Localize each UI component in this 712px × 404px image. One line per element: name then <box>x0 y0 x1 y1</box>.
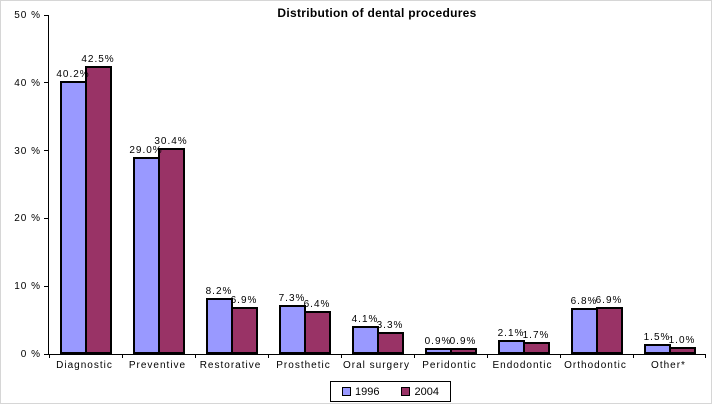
x-axis-tick-9 <box>705 354 706 358</box>
y-axis-label-0: 0 % <box>20 349 41 360</box>
bar-1996-restorative: 8.2% <box>205 286 233 354</box>
category-label-diagnostic: Diagnostic <box>56 360 113 371</box>
category-label-preventive: Preventive <box>128 360 187 371</box>
legend-label-2004: 2004 <box>414 385 439 398</box>
bar-value-label-1996-restorative: 8.2% <box>205 286 233 298</box>
y-axis-tick-50 <box>44 14 49 16</box>
legend: 1996 2004 <box>330 381 451 402</box>
category-label-restorative: Restorative <box>199 360 262 371</box>
bar-group-oral-surgery: 4.1% 3.3% <box>341 15 414 354</box>
bar-2004-endodontic: 1.7% <box>522 330 550 354</box>
bar-group-orthodontic: 6.8% 6.9% <box>560 15 633 354</box>
bar-group-diagnostic: 40.2% 42.5% <box>49 15 122 354</box>
bar-group-preventive: 29.0% 30.4% <box>122 15 195 354</box>
x-axis-tick-8 <box>632 354 634 358</box>
bar-value-label-2004-restorative: 6.9% <box>230 295 258 307</box>
bar-1996-oral-surgery: 4.1% <box>351 314 379 354</box>
category-label-oral-surgery: Oral surgery <box>342 360 410 371</box>
bar-group-other: 1.5% 1.0% <box>633 15 706 354</box>
bar-value-label-2004-peridontic: 0.9% <box>449 335 477 347</box>
legend-item-1996: 1996 <box>342 386 379 398</box>
legend-swatch-1996 <box>342 387 351 396</box>
x-axis-tick-5 <box>414 354 415 358</box>
x-axis-tick-3 <box>267 354 269 358</box>
bar-group-peridontic: 0.9% 0.9% <box>414 15 487 354</box>
bar-2004-preventive: 30.4% <box>154 136 187 354</box>
bar-value-label-1996-diagnostic: 40.2% <box>56 69 90 81</box>
y-axis-tick-30 <box>44 150 49 152</box>
y-axis-label-20: 20 % <box>14 213 41 225</box>
bar-value-label-2004-prosthetic: 6.4% <box>303 298 331 310</box>
plot-area: 40.2% 42.5% 29.0% 30.4% 8.2% 6.9% 7.3% 6.4% 4.1%… <box>14 10 706 360</box>
bar-1996-diagnostic: 40.2% <box>56 69 89 354</box>
bar-2004-prosthetic: 6.4% <box>303 299 331 354</box>
x-axis-tick-4 <box>340 354 342 358</box>
bar-1996-other: 1.5% <box>643 332 671 354</box>
bar-group-restorative: 8.2% 6.9% <box>195 15 268 354</box>
bar-value-label-2004-diagnostic: 42.5% <box>81 53 115 65</box>
category-label-other: Other* <box>651 360 686 371</box>
bar-2004-orthodontic: 6.9% <box>595 295 623 354</box>
y-axis-tick-20 <box>44 217 49 219</box>
bar-value-label-2004-orthodontic: 6.9% <box>595 295 623 307</box>
x-axis-tick-0 <box>49 354 50 358</box>
bar-1996-peridontic: 0.9% <box>424 336 452 354</box>
category-label-orthodontic: Orthodontic <box>564 360 627 371</box>
bar-value-label-2004-endodontic: 1.7% <box>522 330 550 342</box>
bar-value-label-1996-orthodontic: 6.8% <box>570 295 598 307</box>
bar-value-label-2004-oral-surgery: 3.3% <box>376 319 404 331</box>
bar-value-label-1996-oral-surgery: 4.1% <box>351 314 379 326</box>
x-axis-tick-2 <box>194 354 196 358</box>
chart-title: Distribution of dental procedures <box>277 6 477 20</box>
bar-2004-peridontic: 0.9% <box>449 336 477 354</box>
y-axis-tick-40 <box>44 82 49 84</box>
bar-value-label-1996-preventive: 29.0% <box>129 145 163 157</box>
bar-1996-preventive: 29.0% <box>129 145 162 354</box>
bar-value-label-2004-preventive: 30.4% <box>154 135 188 147</box>
category-label-endodontic: Endodontic <box>492 360 553 371</box>
bar-2004-oral-surgery: 3.3% <box>376 320 404 354</box>
bar-group-endodontic: 2.1% 1.7% <box>487 15 560 354</box>
y-axis-tick-10 <box>44 285 49 287</box>
bar-2004-restorative: 6.9% <box>230 295 258 354</box>
x-axis-tick-6 <box>486 354 488 358</box>
bar-1996-prosthetic: 7.3% <box>278 293 306 354</box>
bar-value-label-2004-other: 1.0% <box>668 335 696 347</box>
legend-item-2004: 2004 <box>401 385 439 398</box>
bar-2004-diagnostic: 42.5% <box>81 54 114 354</box>
bar-groups: 40.2% 42.5% 29.0% 30.4% 8.2% 6.9% 7.3% 6.4% 4.1%… <box>49 15 706 354</box>
category-label-peridontic: Peridontic <box>422 360 477 371</box>
bar-value-label-1996-prosthetic: 7.3% <box>278 292 306 304</box>
bar-value-label-1996-endodontic: 2.1% <box>497 327 525 339</box>
y-axis-label-40: 40 % <box>14 77 41 89</box>
bar-value-label-1996-other: 1.5% <box>643 331 671 343</box>
y-axis-tick-0 <box>44 353 49 355</box>
legend-swatch-2004 <box>401 387 411 396</box>
y-axis-label-30: 30 % <box>14 145 41 157</box>
legend-label-1996: 1996 <box>355 385 380 398</box>
x-axis-tick-1 <box>121 354 123 358</box>
bar-1996-endodontic: 2.1% <box>497 328 525 354</box>
x-axis-category-labels: Diagnostic Preventive Restorative Prostheti… <box>48 360 705 371</box>
bar-1996-orthodontic: 6.8% <box>570 296 598 354</box>
y-axis-label-10: 10 % <box>14 281 41 293</box>
x-axis-tick-7 <box>560 354 561 358</box>
bar-group-prosthetic: 7.3% 6.4% <box>268 15 341 354</box>
bar-value-label-1996-peridontic: 0.9% <box>424 335 452 347</box>
y-axis-label-50: 50 % <box>14 10 41 21</box>
bar-2004-other: 1.0% <box>668 335 696 354</box>
category-label-prosthetic: Prosthetic <box>276 360 331 371</box>
